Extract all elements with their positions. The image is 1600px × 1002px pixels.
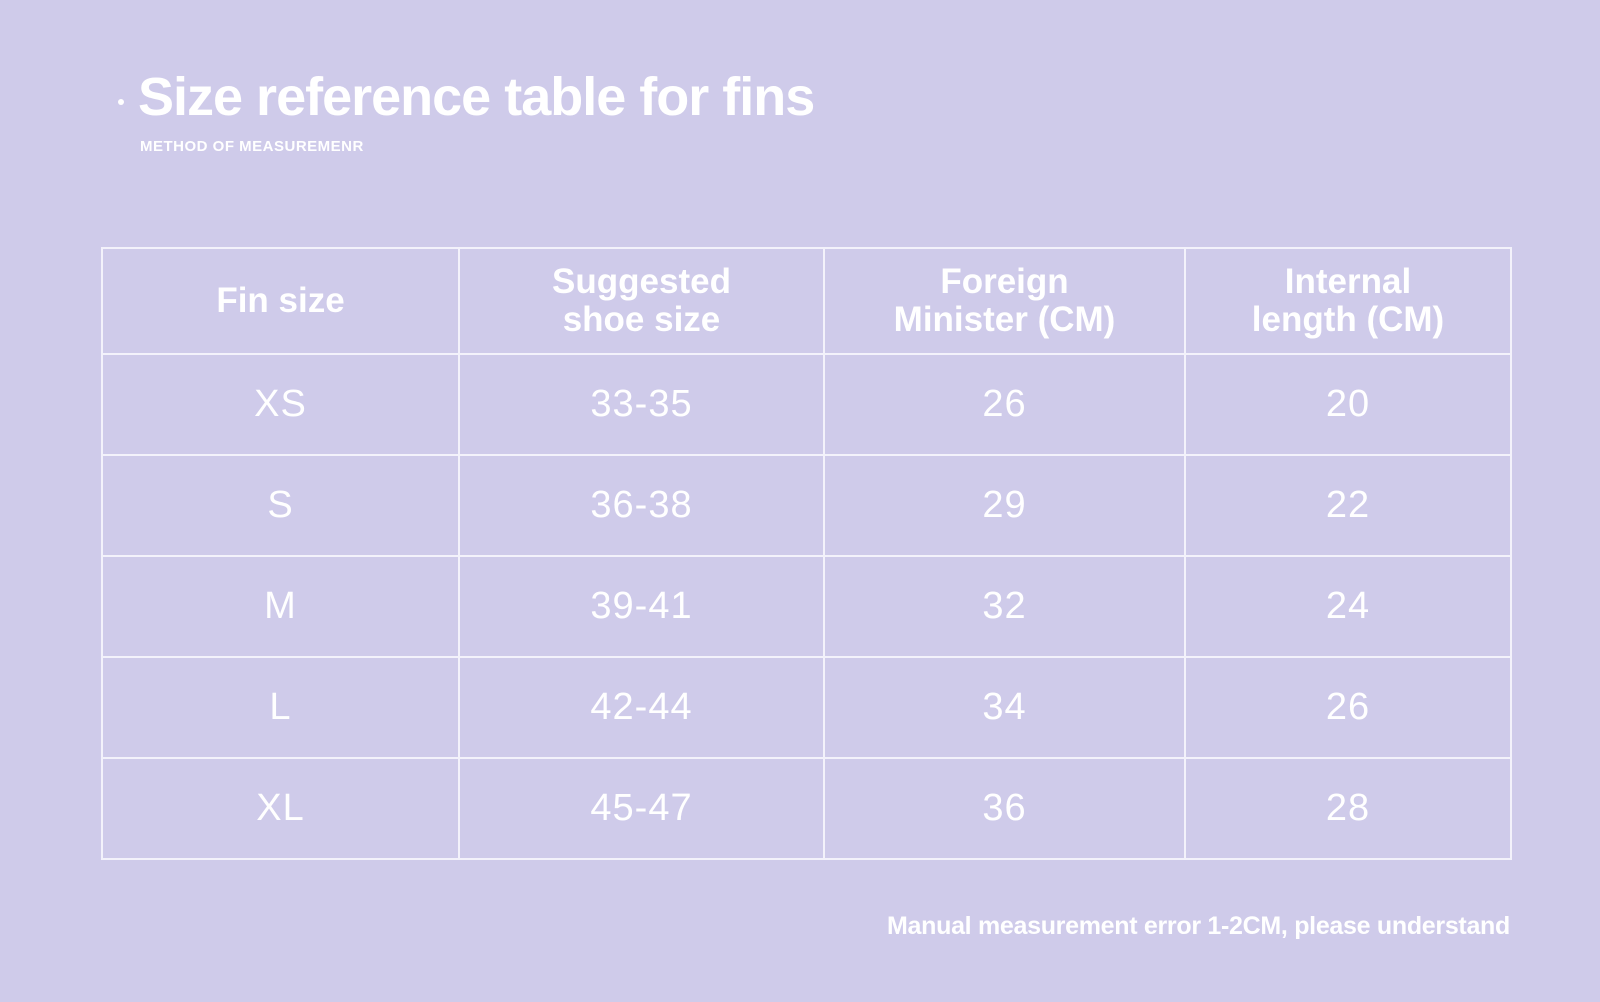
- cell-shoe-size: 45-47: [458, 757, 825, 860]
- page-title: Size reference table for fins: [138, 67, 815, 127]
- cell-shoe-size: 42-44: [458, 656, 825, 759]
- cell-foreign-minister: 34: [823, 656, 1186, 759]
- cell-foreign-minister: 32: [823, 555, 1186, 658]
- header-line: Foreign: [940, 262, 1069, 301]
- size-reference-table: Fin size Suggested shoe size Foreign Min…: [101, 247, 1512, 860]
- table-row: S 36-38 29 22: [101, 454, 1512, 557]
- header-line: length (CM): [1251, 300, 1445, 339]
- cell-internal-length: 26: [1184, 656, 1512, 759]
- cell-shoe-size: 36-38: [458, 454, 825, 557]
- table-header-row: Fin size Suggested shoe size Foreign Min…: [101, 247, 1512, 355]
- cell-internal-length: 20: [1184, 353, 1512, 456]
- cell-foreign-minister: 36: [823, 757, 1186, 860]
- table-row: XL 45-47 36 28: [101, 757, 1512, 860]
- bullet-dot-icon: [118, 99, 124, 105]
- column-header-suggested-shoe-size: Suggested shoe size: [458, 247, 825, 355]
- cell-fin-size: M: [101, 555, 460, 658]
- title-row: Size reference table for fins: [118, 62, 815, 132]
- column-header-fin-size: Fin size: [101, 247, 460, 355]
- cell-fin-size: S: [101, 454, 460, 557]
- cell-internal-length: 22: [1184, 454, 1512, 557]
- page-subtitle: METHOD OF MEASUREMENR: [140, 138, 364, 155]
- cell-foreign-minister: 29: [823, 454, 1186, 557]
- table-row: XS 33-35 26 20: [101, 353, 1512, 456]
- cell-internal-length: 24: [1184, 555, 1512, 658]
- cell-shoe-size: 39-41: [458, 555, 825, 658]
- table-row: M 39-41 32 24: [101, 555, 1512, 658]
- cell-internal-length: 28: [1184, 757, 1512, 860]
- cell-fin-size: L: [101, 656, 460, 759]
- header-line: Minister (CM): [893, 300, 1116, 339]
- column-header-foreign-minister: Foreign Minister (CM): [823, 247, 1186, 355]
- header-line: shoe size: [562, 300, 721, 339]
- table-row: L 42-44 34 26: [101, 656, 1512, 759]
- column-header-internal-length: Internal length (CM): [1184, 247, 1512, 355]
- cell-foreign-minister: 26: [823, 353, 1186, 456]
- cell-fin-size: XL: [101, 757, 460, 860]
- cell-shoe-size: 33-35: [458, 353, 825, 456]
- page-header: Size reference table for fins METHOD OF …: [118, 62, 815, 155]
- header-line: Suggested: [552, 262, 731, 301]
- header-line: Fin size: [216, 281, 345, 320]
- header-line: Internal: [1284, 262, 1412, 301]
- measurement-note: Manual measurement error 1-2CM, please u…: [887, 912, 1510, 940]
- cell-fin-size: XS: [101, 353, 460, 456]
